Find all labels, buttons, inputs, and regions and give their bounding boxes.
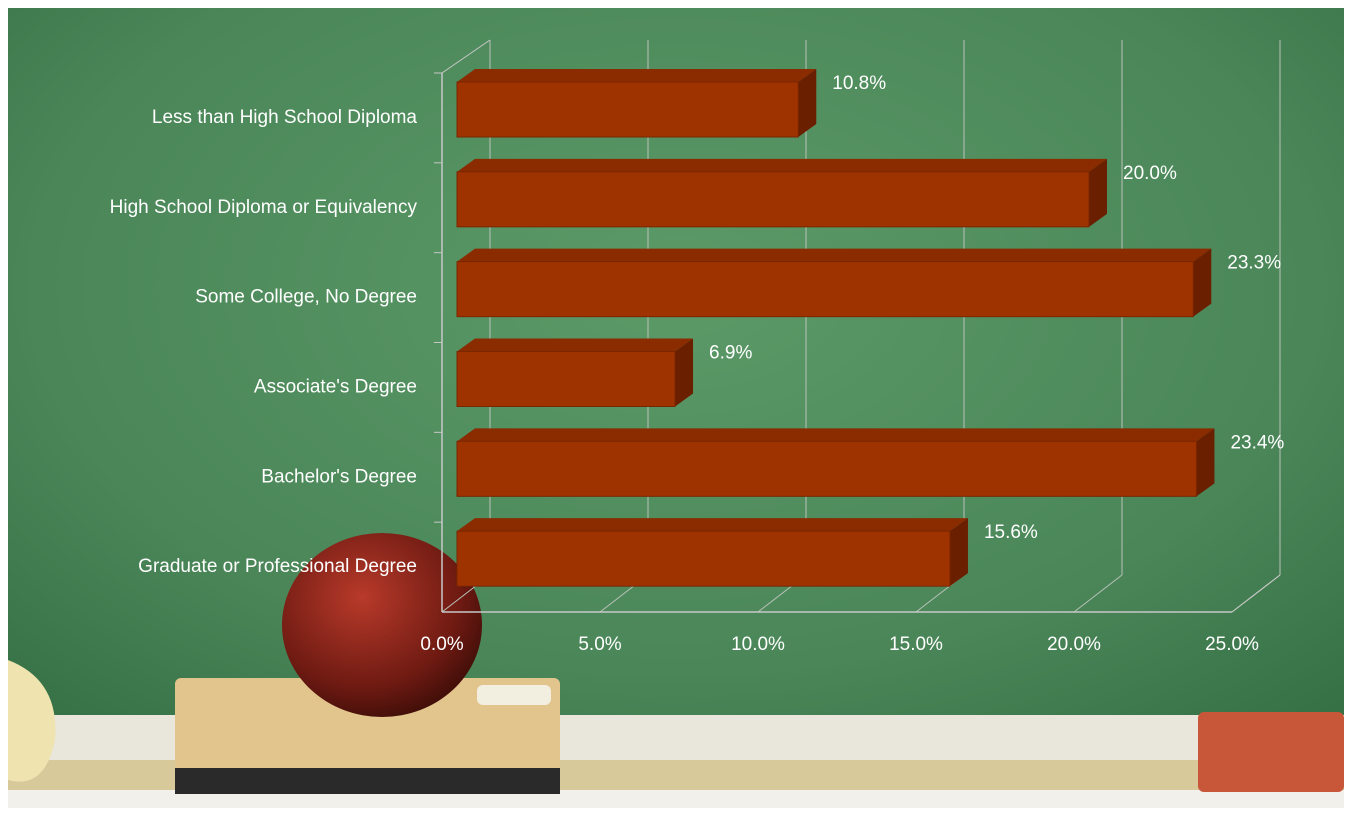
value-label: 10.8%: [832, 73, 886, 94]
red-eraser: [1198, 712, 1344, 792]
y-tick-label: Associate's Degree: [254, 376, 417, 397]
bar-side-face: [675, 338, 694, 407]
x-tick-label: 15.0%: [889, 634, 943, 655]
bar: [456, 351, 676, 407]
bar-top-face: [457, 248, 1212, 262]
y-tick-label: Some College, No Degree: [195, 287, 417, 308]
bar-top-face: [457, 428, 1215, 442]
x-tick-label: 0.0%: [420, 634, 463, 655]
bar-side-face: [1089, 158, 1107, 227]
floor-grid-line: [1073, 574, 1123, 613]
bar-side-face: [949, 518, 968, 587]
y-tick-label: Bachelor's Degree: [261, 466, 417, 487]
bar-side-face: [798, 69, 817, 137]
x-axis-depth-line: [1231, 574, 1281, 613]
x-tick-label: 25.0%: [1205, 634, 1259, 655]
chalk-piece: [477, 685, 551, 705]
bar: [456, 171, 1090, 228]
bar: [456, 440, 1197, 497]
bar-top-face: [457, 518, 968, 532]
ledge-front: [8, 790, 1344, 808]
paper-roll: [8, 660, 56, 782]
apple: [282, 533, 482, 717]
eraser-wood: [175, 678, 560, 770]
y-tick-label: Graduate or Professional Degree: [138, 556, 417, 577]
value-label: 20.0%: [1123, 163, 1177, 184]
eraser-felt: [175, 768, 560, 794]
y-tick-label: High School Diploma or Equivalency: [110, 197, 418, 218]
bar-top-face: [457, 338, 694, 352]
x-tick-label: 5.0%: [578, 634, 621, 655]
value-label: 23.4%: [1230, 432, 1284, 453]
bar-side-face: [1193, 248, 1212, 317]
value-label: 6.9%: [709, 343, 752, 364]
bar: [456, 261, 1194, 318]
value-label: 23.3%: [1227, 253, 1281, 274]
bar: [456, 530, 951, 587]
bar-top-face: [457, 69, 817, 82]
bar-side-face: [1196, 428, 1215, 497]
x-tick-label: 20.0%: [1047, 634, 1101, 655]
chalkboard: [8, 8, 1344, 808]
x-tick-label: 10.0%: [731, 634, 785, 655]
axis-depth-line: [441, 39, 491, 74]
bar: [456, 81, 799, 138]
bar-top-face: [457, 158, 1107, 172]
y-tick-label: Less than High School Diploma: [152, 107, 418, 128]
value-label: 15.6%: [984, 522, 1038, 543]
